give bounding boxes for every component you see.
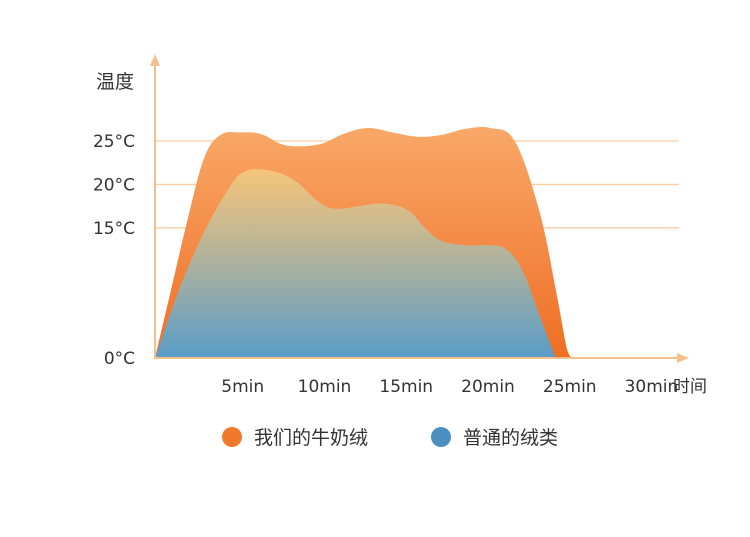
- y-tick-label: 25°C: [93, 132, 135, 152]
- x-tick-label: 15min: [379, 377, 433, 397]
- x-tick-label: 10min: [298, 377, 352, 397]
- series-area-1: [155, 169, 556, 358]
- x-axis-title: 时间: [673, 377, 707, 397]
- series-areas: [155, 126, 572, 358]
- x-tick-label: 25min: [543, 377, 597, 397]
- legend-label: 我们的牛奶绒: [254, 427, 368, 449]
- y-axis-arrow-icon: [150, 54, 160, 66]
- y-axis-title: 温度: [96, 71, 134, 93]
- x-tick-label: 20min: [461, 377, 515, 397]
- legend-item: 我们的牛奶绒: [222, 427, 368, 449]
- legend-swatch: [222, 427, 242, 447]
- legend: 我们的牛奶绒 普通的绒类: [222, 427, 558, 449]
- axes: [150, 54, 689, 363]
- axis-labels: 温度 时间: [96, 71, 707, 397]
- tick-labels: 0°C 15°C 20°C 25°C 5min 10min 15min 20min 25min 3…: [93, 132, 678, 397]
- legend-label: 普通的绒类: [463, 427, 558, 449]
- x-tick-label: 5min: [221, 377, 264, 397]
- y-tick-label: 0°C: [104, 349, 135, 369]
- legend-swatch: [431, 427, 451, 447]
- x-axis-arrow-icon: [677, 353, 689, 363]
- y-tick-label: 15°C: [93, 219, 135, 239]
- x-tick-label: 30min: [625, 377, 679, 397]
- legend-item: 普通的绒类: [431, 427, 558, 449]
- y-tick-label: 20°C: [93, 175, 135, 195]
